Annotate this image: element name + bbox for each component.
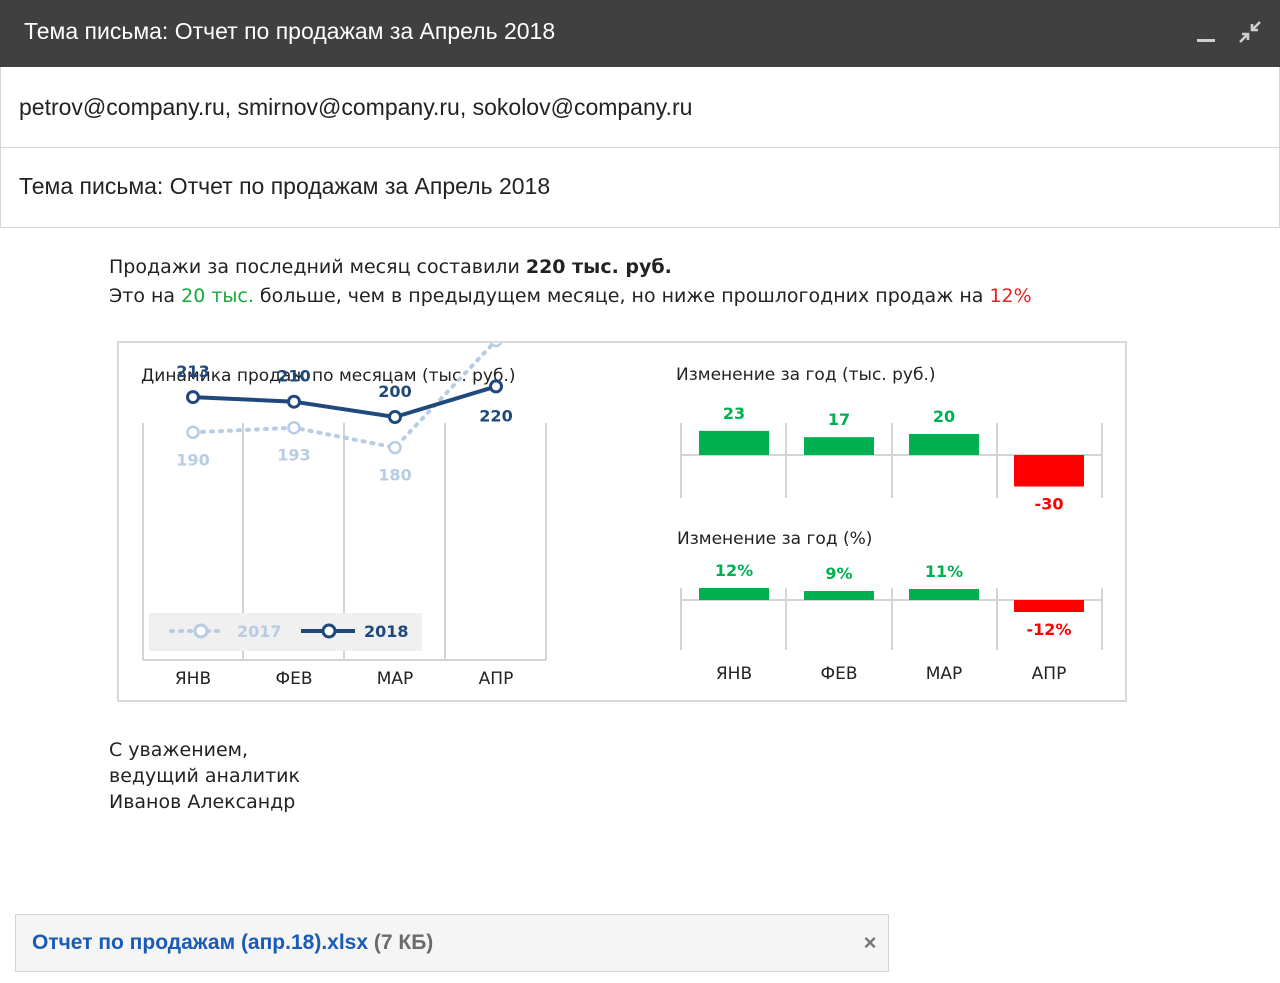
exit-fullscreen-icon[interactable] (1236, 18, 1266, 48)
body-line-2-b: больше, чем в предыдущем месяце, но ниже… (253, 285, 990, 307)
legend-2017-marker (193, 623, 209, 639)
pct-change-chart-title: Изменение за год (%) (677, 529, 872, 549)
body-line-1-text: Продажи за последний месяц составили (109, 256, 526, 278)
year-decline: 12% (989, 285, 1032, 307)
abs-change-chart-bar (909, 434, 979, 455)
series-2017-point (388, 440, 402, 455)
series-2017-data-label: 190 (176, 450, 209, 469)
series-2018-data-label: 213 (176, 362, 209, 381)
dashboard-svg: Динамика продаж по месяцам (тыс. руб.) ЯН… (141, 307, 1103, 689)
series-2017-line (191, 338, 498, 450)
sales-total: 220 тыс. руб. (525, 256, 672, 278)
series-2018-point (287, 394, 301, 409)
x-tick-label: АПР (479, 669, 514, 689)
legend-2018-marker (321, 623, 337, 639)
pct-change-chart-data-label: 11% (925, 562, 963, 581)
x-tick-label: ФЕВ (275, 669, 312, 689)
pct-change-chart-data-label: 12% (715, 561, 753, 580)
close-icon[interactable]: × (863, 930, 877, 955)
line-chart-title: Динамика продаж по месяцам (тыс. руб.) (141, 366, 516, 386)
series-2017-point (186, 425, 200, 440)
pct-change-chart-bar (699, 588, 769, 600)
bar-x-tick-label: ФЕВ (820, 664, 857, 684)
window-titlebar: Тема письма: Отчет по продажам за Апрель… (0, 0, 1280, 67)
series-2018-data-label: 220 (479, 406, 512, 425)
abs-change-chart-bar (1014, 455, 1084, 487)
pct-change-chart-data-label: -12% (1027, 620, 1072, 639)
sales-dashboard: Динамика продаж по месяцам (тыс. руб.) ЯН… (117, 307, 1127, 702)
x-tick-label: ЯНВ (175, 669, 211, 689)
attachment-link[interactable]: Отчет по продажам (апр.18).xlsx (7 КБ) (32, 931, 433, 955)
abs-change-chart-title: Изменение за год (тыс. руб.) (676, 365, 935, 385)
legend-2017-label: 2017 (237, 622, 282, 641)
subject-field[interactable]: Тема письма: Отчет по продажам за Апрель… (0, 148, 1280, 228)
signature-line-2: ведущий аналитик (109, 765, 300, 787)
abs-change-chart-data-label: -30 (1035, 495, 1064, 514)
attachment-chip[interactable]: Отчет по продажам (апр.18).xlsx (7 КБ) × (15, 914, 889, 972)
attachment-size: (7 КБ) (373, 931, 434, 954)
bar-x-tick-label: ЯНВ (716, 664, 752, 684)
window-title: Тема письма: Отчет по продажам за Апрель… (24, 18, 556, 44)
series-2018-data-label: 200 (378, 382, 411, 401)
series-2018-data-label: 210 (277, 367, 310, 386)
abs-change-chart-data-label: 23 (723, 404, 745, 423)
abs-change-chart-bar (699, 430, 769, 455)
bar-x-tick-label: МАР (926, 664, 963, 684)
abs-change-chart-data-label: 17 (828, 410, 850, 429)
body-line-2: Это на 20 тыс. больше, чем в предыдущем … (109, 282, 1032, 311)
pct-change-chart-bar (804, 591, 874, 600)
x-tick-label: МАР (377, 669, 414, 689)
attachment-filename: Отчет по продажам (апр.18).xlsx (32, 931, 369, 954)
pct-change-chart-bar (1014, 600, 1084, 612)
subject-text: Тема письма: Отчет по продажам за Апрель… (19, 173, 551, 199)
month-growth: 20 тыс. (181, 285, 254, 307)
body-line-2-a: Это на (109, 285, 182, 307)
series-2018-point (489, 379, 503, 394)
signature-line-3: Иванов Александр (109, 791, 296, 813)
signature-line-1: С уважением, (109, 739, 249, 761)
legend-2018-label: 2018 (364, 622, 409, 641)
pct-change-chart-data-label: 9% (825, 564, 852, 583)
recipients-text: petrov@company.ru, smirnov@company.ru, s… (19, 94, 693, 120)
body-line-1: Продажи за последний месяц составили 220… (109, 253, 1032, 282)
abs-change-chart-bar (804, 437, 874, 455)
bar-x-tick-label: АПР (1032, 664, 1067, 684)
abs-change-chart-data-label: 20 (933, 407, 955, 426)
signature: С уважением, ведущий аналитик Иванов Але… (109, 737, 300, 815)
series-2017-data-label: 180 (378, 466, 411, 485)
series-2017-data-label: 193 (277, 446, 310, 465)
pct-change-chart-bar (909, 589, 979, 600)
message-body: Продажи за последний месяц составили 220… (109, 253, 1032, 311)
series-2018-point (388, 410, 402, 424)
series-2017-point (287, 420, 301, 435)
minimize-icon[interactable] (1192, 18, 1222, 48)
series-2018-point (186, 390, 200, 405)
series-2017-point (489, 333, 503, 348)
series-2018-line (192, 384, 497, 419)
recipients-field[interactable]: petrov@company.ru, smirnov@company.ru, s… (0, 67, 1280, 148)
